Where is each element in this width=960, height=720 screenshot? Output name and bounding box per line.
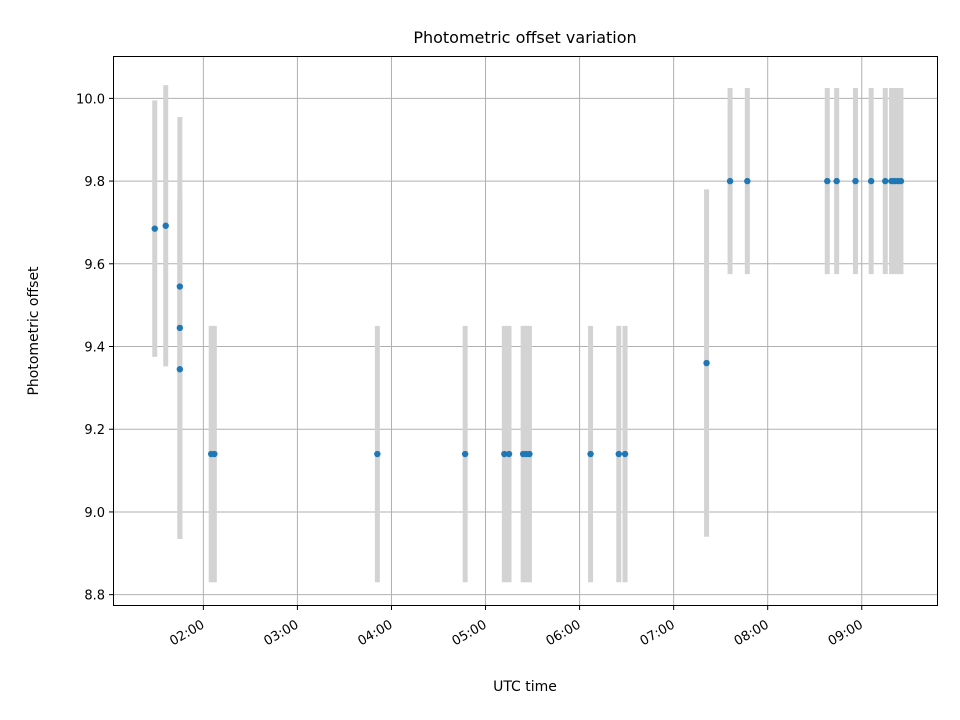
data-point — [211, 450, 218, 458]
data-point — [867, 177, 875, 185]
y-tick-label: 9.0 — [84, 506, 105, 521]
data-point — [882, 177, 889, 185]
data-point — [505, 450, 513, 458]
grid — [114, 57, 937, 605]
y-tick-label: 9.4 — [84, 341, 105, 356]
y-axis-label: Photometric offset — [26, 266, 42, 396]
data-point — [833, 177, 840, 185]
y-tick-label: 10.0 — [76, 92, 105, 107]
data-point — [176, 283, 184, 290]
data-point — [162, 222, 169, 229]
data-point — [176, 366, 184, 373]
y-tick-label: 8.8 — [84, 589, 105, 604]
data-point — [852, 177, 859, 185]
x-axis-label: UTC time — [493, 679, 557, 695]
data-point — [587, 450, 594, 458]
y-tick-label: 9.2 — [84, 423, 105, 438]
data-point — [176, 324, 184, 332]
y-tick-label: 9.8 — [84, 175, 105, 190]
y-axis-ticks: 8.8 9.0 9.2 9.4 9.6 9.8 10.0 — [76, 92, 114, 604]
data-point — [726, 177, 734, 185]
data-point — [501, 450, 508, 458]
data-point — [461, 450, 469, 458]
data-point — [703, 359, 710, 367]
data-point — [526, 450, 533, 458]
data-point — [824, 177, 831, 185]
data-point — [621, 450, 629, 458]
data-point — [374, 450, 381, 458]
data-point — [897, 177, 905, 185]
plot-frame — [113, 56, 938, 606]
chart-title: Photometric offset variation — [413, 28, 636, 47]
y-tick-label: 9.6 — [84, 258, 105, 273]
data-point — [744, 177, 751, 185]
data-point — [615, 450, 622, 458]
data-point — [151, 225, 158, 232]
data-points — [151, 177, 905, 458]
